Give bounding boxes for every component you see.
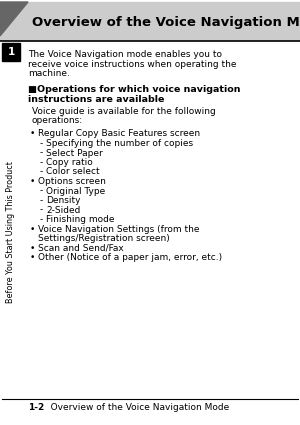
Text: ■Operations for which voice navigation: ■Operations for which voice navigation [28, 85, 241, 94]
Bar [0, 2, 300, 40]
Text: Select Paper: Select Paper [46, 148, 103, 158]
Text: instructions are available: instructions are available [28, 94, 164, 104]
Text: The Voice Navigation mode enables you to: The Voice Navigation mode enables you to [28, 50, 222, 59]
Polygon shape [0, 2, 28, 36]
Text: Copy ratio: Copy ratio [46, 158, 93, 167]
Text: Regular Copy Basic Features screen: Regular Copy Basic Features screen [38, 130, 200, 139]
Text: Finishing mode: Finishing mode [46, 215, 115, 224]
Text: -: - [40, 148, 43, 158]
Text: •: • [30, 177, 35, 186]
Text: 1: 1 [8, 47, 15, 57]
Text: Other (Notice of a paper jam, error, etc.): Other (Notice of a paper jam, error, etc… [38, 253, 222, 262]
Text: Color select: Color select [46, 167, 100, 176]
Text: -: - [40, 206, 43, 215]
Text: -: - [40, 215, 43, 224]
Text: •: • [30, 130, 35, 139]
Text: machine.: machine. [28, 69, 70, 78]
Text: Density: Density [46, 196, 80, 205]
Text: Options screen: Options screen [38, 177, 106, 186]
Text: •: • [30, 244, 35, 252]
Text: -: - [40, 139, 43, 148]
Text: •: • [30, 253, 35, 262]
Bar [2, 43, 20, 61]
Text: Voice guide is available for the following: Voice guide is available for the followi… [32, 107, 216, 116]
Text: •: • [30, 224, 35, 233]
Text: operations:: operations: [32, 116, 83, 125]
Text: Settings/Registration screen): Settings/Registration screen) [38, 234, 170, 243]
Text: Overview of the Voice Navigation Mode: Overview of the Voice Navigation Mode [42, 403, 229, 412]
Text: -: - [40, 196, 43, 205]
Text: 1-2: 1-2 [28, 403, 44, 412]
Text: Overview of the Voice Navigation Mode: Overview of the Voice Navigation Mode [32, 15, 300, 28]
Text: Scan and Send/Fax: Scan and Send/Fax [38, 244, 124, 252]
Text: Original Type: Original Type [46, 187, 105, 196]
Text: Voice Navigation Settings (from the: Voice Navigation Settings (from the [38, 224, 200, 233]
Text: Specifying the number of copies: Specifying the number of copies [46, 139, 193, 148]
Text: 2-Sided: 2-Sided [46, 206, 80, 215]
Text: -: - [40, 158, 43, 167]
Text: Before You Start Using This Product: Before You Start Using This Product [7, 162, 16, 303]
Text: -: - [40, 167, 43, 176]
Text: receive voice instructions when operating the: receive voice instructions when operatin… [28, 60, 236, 68]
Text: -: - [40, 187, 43, 196]
